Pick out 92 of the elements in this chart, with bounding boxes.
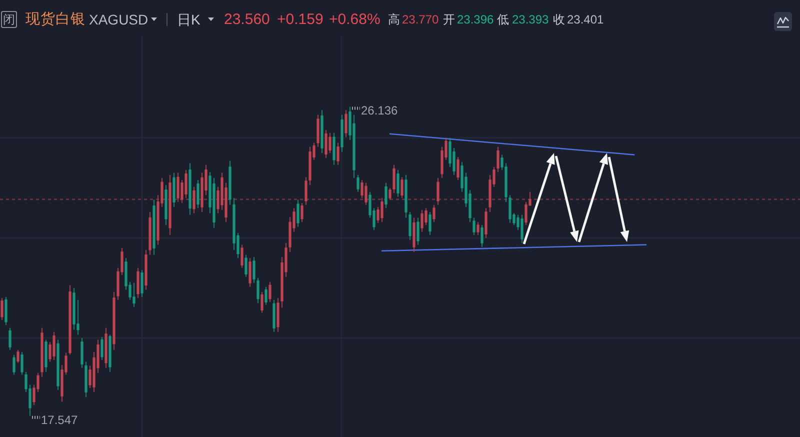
candlestick <box>196 180 200 208</box>
candlestick <box>68 284 72 355</box>
text: 23.770 <box>402 12 440 26</box>
annotation: 17.547 <box>41 412 78 427</box>
candlestick <box>100 336 104 360</box>
candlestick <box>52 331 56 360</box>
candlestick <box>272 299 276 332</box>
candlestick <box>168 174 172 236</box>
candlestick <box>380 198 384 222</box>
candlestick <box>268 281 272 302</box>
candlestick <box>324 130 328 158</box>
candlestick <box>412 217 416 252</box>
candlestick <box>0 298 4 320</box>
candlestick <box>456 156 460 180</box>
text: +0.68% <box>329 11 380 28</box>
candlestick <box>404 174 408 218</box>
candlestick <box>80 338 84 368</box>
candlestick <box>496 146 500 172</box>
candlestick <box>340 114 344 152</box>
candlestick <box>260 292 264 314</box>
candlestick <box>248 258 252 288</box>
candlestick <box>436 177 440 206</box>
candlestick <box>228 160 232 206</box>
candlestick <box>508 194 512 224</box>
candlestick <box>400 176 404 198</box>
candlestick <box>112 292 116 350</box>
candlestick <box>308 146 312 186</box>
candlestick <box>480 224 484 248</box>
candlestick <box>296 199 300 228</box>
candlestick <box>432 204 436 222</box>
candlestick <box>484 208 488 238</box>
text: 23.396 <box>457 12 494 26</box>
candlestick <box>56 339 60 390</box>
candlestick <box>252 256 256 284</box>
text: 23.560 <box>224 11 270 28</box>
text: +0.159 <box>277 11 324 28</box>
candlestick <box>388 188 392 200</box>
candlestick <box>8 328 12 350</box>
candlestick <box>104 328 108 368</box>
candlestick <box>176 172 180 202</box>
candlestick <box>20 352 24 376</box>
candlestick <box>136 267 140 298</box>
candlestick <box>148 212 152 256</box>
candlestick <box>192 186 196 214</box>
candlestick <box>256 277 260 304</box>
candlestick <box>332 132 336 166</box>
candlestick <box>44 339 48 372</box>
candlestick <box>420 209 424 232</box>
candlestick <box>416 217 420 246</box>
candlestick <box>356 174 360 192</box>
candlestick <box>132 282 136 308</box>
text: 开 <box>443 12 455 26</box>
candlestick <box>396 170 400 198</box>
candlestick <box>392 164 396 194</box>
candlestick <box>16 349 20 364</box>
text: 日K <box>177 12 201 28</box>
candlestick <box>144 249 148 290</box>
text: 收 <box>553 12 565 26</box>
text: 23.393 <box>512 12 550 26</box>
candlestick <box>304 176 308 206</box>
candlestick <box>164 184 168 226</box>
chart-title: 现货白银 <box>26 10 86 28</box>
candlestick <box>384 182 388 208</box>
candlestick <box>364 182 368 206</box>
candlestick <box>316 114 320 148</box>
text: 23.401 <box>567 12 604 26</box>
candlestick <box>4 296 8 326</box>
candlestick <box>276 298 280 332</box>
candlestick <box>344 110 348 138</box>
text: 低 <box>497 12 509 26</box>
candlestick <box>520 214 524 244</box>
candlestick <box>408 212 412 240</box>
text: 高 <box>388 12 400 26</box>
chart-subtitle: XAGUSD <box>89 12 148 28</box>
candlestick <box>476 222 480 236</box>
candlestick <box>188 162 192 216</box>
candlestick <box>172 172 176 208</box>
candlestick <box>240 244 244 268</box>
annotation: 26.136 <box>361 104 398 118</box>
candlestick <box>84 361 88 398</box>
candlestick <box>428 212 432 236</box>
candlestick <box>140 270 144 298</box>
candlestick <box>12 354 16 376</box>
candlestick <box>40 328 44 378</box>
candlestick <box>108 334 112 372</box>
candlestick <box>264 286 268 306</box>
candlestick <box>320 110 324 154</box>
candlestick <box>244 254 248 278</box>
candlestick <box>152 199 156 256</box>
candlestick <box>472 217 476 236</box>
candlestick <box>300 202 304 222</box>
candlestick <box>336 142 340 166</box>
